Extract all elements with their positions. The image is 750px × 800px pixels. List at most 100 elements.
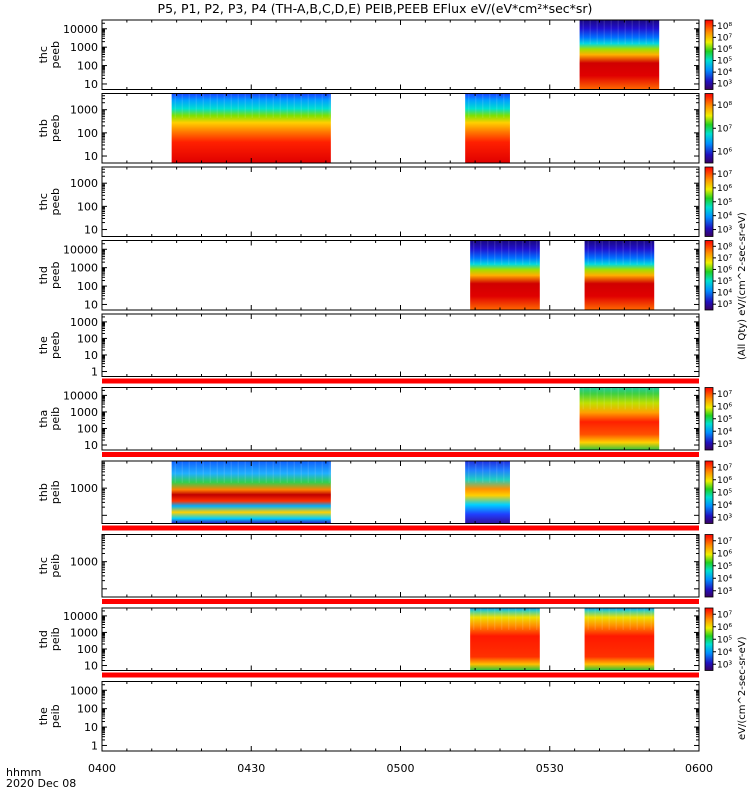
colorbar-tick-label: 10⁴ (717, 68, 732, 78)
colorbar-tick-label: 10⁸ (717, 22, 732, 32)
y-tick-label: 1000 (70, 556, 98, 569)
panel-probe-label: thb (37, 119, 50, 137)
colorbar-tick-label: 10³ (717, 587, 732, 597)
colorbar (704, 93, 714, 164)
y-tick-label: 100 (77, 332, 98, 345)
spectrogram-texture (536, 608, 538, 630)
spectrogram-texture (480, 608, 482, 630)
y-tick-label: 10000 (63, 23, 98, 36)
spectrogram-texture (610, 20, 612, 45)
spectrogram-texture (223, 93, 225, 118)
spectrogram-texture (489, 93, 491, 118)
spectrogram-texture (594, 608, 596, 630)
spectrogram-texture (202, 93, 204, 118)
colorbar-tick-label: 10⁶ (717, 45, 732, 55)
spectrogram-texture (636, 608, 638, 630)
colorbar (704, 240, 714, 311)
spectrogram-texture (307, 461, 309, 483)
colorbar-tick-label: 10³ (717, 226, 732, 236)
spectrogram-texture (174, 93, 176, 118)
spectrogram-texture (629, 240, 631, 265)
colorbar-tick-label: 10⁷ (717, 170, 732, 180)
colorbar-tick-label: 10⁵ (717, 57, 732, 67)
colorbar-tick-label: 10³ (717, 660, 732, 670)
spectrogram-texture (587, 240, 589, 265)
spectrogram-texture (482, 461, 484, 483)
spectrogram-texture (496, 461, 498, 483)
colorbar-tick-label: 10⁵ (717, 635, 732, 645)
spectrogram-texture (617, 387, 619, 410)
y-tick-label: 10 (84, 721, 98, 734)
spectrogram-texture (615, 608, 617, 630)
spectrogram-segment (470, 240, 540, 310)
panel-instrument-label: peib (49, 627, 62, 651)
colorbar-tick-label: 10⁶ (717, 623, 732, 633)
spectrogram-texture (487, 240, 489, 265)
spectrogram-texture (645, 387, 647, 410)
panel-probe-label: thc (37, 557, 50, 574)
spectrogram-texture (636, 240, 638, 265)
spectrogram-texture (293, 93, 295, 118)
spectrogram-texture (321, 461, 323, 483)
y-tick-label: 1000 (70, 684, 98, 697)
y-tick-label: 10 (84, 349, 98, 362)
spectrogram-texture (307, 93, 309, 118)
panel-frame (101, 681, 700, 752)
spectrogram-texture (501, 240, 503, 265)
spectrogram-texture (468, 93, 470, 118)
spectrogram-texture (494, 608, 496, 630)
spectrogram-texture (594, 240, 596, 265)
spectrogram-texture (482, 93, 484, 118)
y-tick-label: 10 (84, 660, 98, 673)
y-tick-label: 1000 (70, 482, 98, 495)
colorbar-tick-label: 10⁶ (717, 147, 732, 157)
spectrogram-texture (286, 461, 288, 483)
spectrogram-texture (522, 608, 524, 630)
colorbar-tick-label: 10⁶ (717, 184, 732, 194)
spectrogram-segment (171, 461, 331, 524)
spectrogram-texture (529, 608, 531, 630)
spectrogram-texture (195, 461, 197, 483)
y-tick-label: 1000 (70, 177, 98, 190)
spectrogram-texture (610, 387, 612, 410)
spectrogram-texture (650, 240, 652, 265)
spectrogram-texture (244, 93, 246, 118)
spectrogram-texture (501, 608, 503, 630)
y-tick-label: 100 (77, 200, 98, 213)
colorbar-tick-label: 10³ (717, 80, 732, 90)
spectrogram-texture (237, 461, 239, 483)
spectrogram-texture (643, 240, 645, 265)
x-tick-label: 0430 (237, 762, 265, 775)
spectrogram-texture (293, 461, 295, 483)
spectrogram-texture (617, 20, 619, 45)
panel-instrument-label: peeb (49, 261, 62, 289)
colorbar-tick-label: 10⁷ (717, 33, 732, 43)
spectrogram-texture (480, 240, 482, 265)
y-tick-label: 10000 (63, 610, 98, 623)
spectrogram-texture (624, 20, 626, 45)
y-tick-label: 10 (84, 298, 98, 311)
spectrogram-texture (489, 461, 491, 483)
spectrogram-texture (631, 387, 633, 410)
time-axis-label-date: 2020 Dec 08 (6, 777, 77, 790)
colorbar-tick-label: 10³ (717, 440, 732, 450)
spectrogram-texture (643, 608, 645, 630)
spectrogram-texture (596, 20, 598, 45)
spectrogram-texture (216, 93, 218, 118)
spectrogram-texture (508, 608, 510, 630)
spectrogram-texture (174, 461, 176, 483)
spectrogram-texture (321, 93, 323, 118)
spectrogram-texture (515, 608, 517, 630)
y-tick-label: 1000 (70, 626, 98, 639)
quality-flag-band (102, 525, 699, 531)
spectrogram-texture (181, 93, 183, 118)
spectrogram-texture (473, 240, 475, 265)
panel-instrument-label: peeb (49, 114, 62, 142)
spectrogram-texture (650, 608, 652, 630)
spectrogram-texture (629, 608, 631, 630)
colorbar (704, 387, 714, 451)
x-tick-label: 0500 (387, 762, 415, 775)
colorbar-tick-label: 10⁸ (717, 101, 732, 111)
spectrogram-texture (258, 461, 260, 483)
y-tick-label: 100 (77, 643, 98, 656)
